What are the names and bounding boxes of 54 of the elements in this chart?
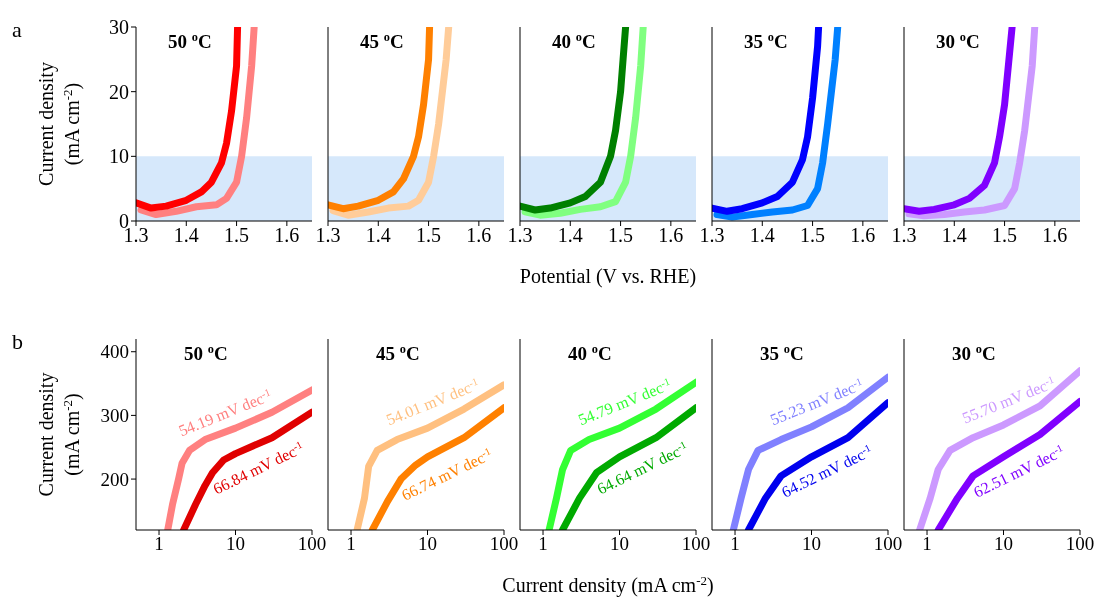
x-tick-label: 1 [922,533,932,555]
x-axis-title: Potential (V vs. RHE) [519,265,697,288]
y-tick-label: 20 [109,80,129,103]
x-tick-label: 1 [538,533,548,555]
x-tick-label: 1.6 [850,224,876,247]
x-tick-label: 1.3 [891,224,917,247]
x-tick-label: 1 [346,533,356,555]
chart-title: 40 $^{o}$C [568,342,612,364]
x-tick-label: 1 [154,533,164,555]
x-tick-label: 1.3 [699,224,725,247]
x-tick-label: 1.4 [749,224,775,247]
chart-title: 50 $^{o}$C [168,30,212,52]
x-tick-label: 100 [297,533,327,555]
chart-title: 45 $^{o}$C [360,30,404,52]
x-tick-label: 1.6 [466,224,492,247]
x-tick-label: 1.4 [557,224,583,247]
chart-title: 30 $^{o}$C [936,30,980,52]
y-tick-label: 300 [100,405,129,427]
x-tick-label: 100 [489,533,519,555]
chart-title: 35 $^{o}$C [760,342,804,364]
x-tick-label: 100 [681,533,711,555]
x-tick-label: 10 [418,533,438,555]
x-tick-label: 1.4 [941,224,967,247]
x-tick-label: 1.6 [658,224,684,247]
x-tick-label: 1.6 [1042,224,1068,247]
y-tick-label: 200 [100,468,129,490]
x-tick-label: 1.5 [608,224,634,247]
x-tick-label: 1.3 [507,224,533,247]
x-tick-label: 1.5 [224,224,250,247]
y-tick-label: 400 [100,341,129,363]
chart-title: 40 $^{o}$C [552,30,596,52]
y-tick-label: 10 [109,145,129,168]
chart-title: 45 $^{o}$C [376,342,420,364]
chart-title: 50 $^{o}$C [184,342,228,364]
x-tick-label: 1.5 [992,224,1018,247]
x-tick-label: 100 [873,533,903,555]
x-tick-label: 1.4 [365,224,391,247]
x-tick-label: 10 [610,533,630,555]
chart-title: 35 $^{o}$C [744,30,788,52]
x-tick-label: 1.3 [315,224,341,247]
text: b [12,329,23,354]
x-tick-label: 10 [226,533,246,555]
x-tick-label: 10 [802,533,822,555]
x-tick-label: 1.4 [173,224,199,247]
y-tick-label: 30 [109,16,129,39]
x-tick-label: 1.5 [800,224,826,247]
x-axis-title: Current density (mA cm$^{-2}$) [502,572,714,597]
x-tick-label: 1.5 [416,224,442,247]
x-tick-label: 10 [994,533,1014,555]
x-tick-label: 1.6 [274,224,300,247]
x-tick-label: 1 [730,533,740,555]
x-tick-label: 100 [1065,533,1095,555]
text: a [12,17,22,42]
chart-title: 30 $^{o}$C [952,342,996,364]
